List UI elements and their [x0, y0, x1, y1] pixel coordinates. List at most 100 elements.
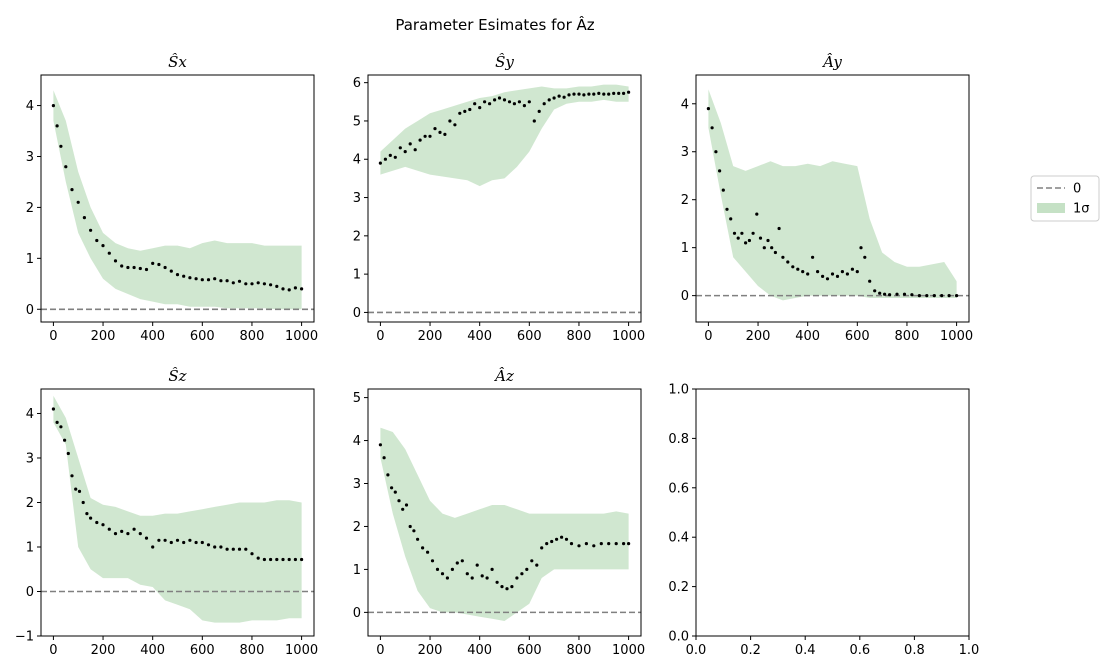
subplot-5: 0 200 400 600 800 1000 0 1 2 3 4 5 Âz	[353, 367, 645, 658]
estimate-point	[850, 267, 855, 271]
estimate-point	[401, 507, 405, 511]
estimate-point	[940, 294, 944, 298]
axes-frame	[695, 74, 970, 323]
estimate-point	[622, 91, 626, 95]
estimate-point	[562, 95, 566, 99]
estimate-point	[293, 286, 297, 290]
subplot-2: 0 200 400 600 800 1000 0 1 2 3 4 5 6 Ŝy	[353, 53, 645, 344]
y-tick-label: 2	[353, 229, 361, 244]
x-tick-label: 1000	[940, 329, 973, 344]
estimate-point	[564, 537, 569, 541]
subplot-title: Ây	[821, 53, 842, 71]
estimate-point	[63, 438, 67, 442]
estimate-point	[89, 516, 93, 520]
estimate-point	[269, 557, 273, 562]
estimate-point	[378, 161, 382, 165]
estimate-point	[947, 294, 951, 298]
estimate-point	[910, 293, 914, 297]
estimate-point	[751, 231, 755, 235]
estimate-point	[592, 92, 596, 96]
x-tick-label: 1000	[612, 643, 645, 658]
estimate-point	[806, 272, 810, 276]
estimate-point	[408, 142, 412, 146]
estimate-point	[393, 490, 397, 494]
estimate-point	[729, 217, 733, 221]
estimate-point	[758, 236, 763, 240]
x-tick-label: 0.0	[686, 643, 707, 658]
x-tick-label: 0	[49, 329, 57, 344]
figure-title: Parameter Esimates for Âz	[395, 15, 594, 34]
estimate-point	[262, 282, 266, 286]
estimate-point	[535, 563, 539, 567]
estimate-point	[762, 246, 766, 250]
x-tick-label: 600	[845, 329, 870, 344]
estimate-point	[244, 282, 248, 286]
estimate-point	[443, 132, 447, 136]
estimate-point	[612, 91, 616, 95]
estimate-point	[144, 267, 149, 272]
y-tick-label: 0	[353, 606, 361, 621]
estimate-point	[592, 544, 596, 548]
subplot-3: 0 200 400 600 800 1000 0 1 2 3 4 Ây	[681, 53, 973, 344]
estimate-point	[859, 246, 863, 250]
y-tick-label: 2	[353, 520, 361, 535]
estimate-point	[423, 134, 427, 138]
estimate-point	[113, 259, 118, 263]
estimate-point	[955, 294, 959, 298]
estimate-point	[473, 102, 477, 106]
x-tick-label: 200	[91, 329, 116, 344]
estimate-point	[300, 557, 304, 562]
estimate-point	[175, 273, 180, 277]
estimate-point	[587, 92, 591, 96]
x-tick-label: 0	[704, 329, 712, 344]
estimate-point	[582, 93, 586, 97]
y-tick-label: 0	[681, 289, 689, 304]
estimate-point	[107, 251, 111, 255]
estimate-point	[182, 540, 186, 545]
estimate-point	[550, 539, 554, 544]
estimate-point	[138, 266, 142, 271]
plot-area	[368, 84, 641, 314]
estimate-point	[194, 277, 198, 281]
estimate-point	[475, 563, 479, 567]
estimate-point	[101, 244, 105, 248]
estimate-point	[275, 557, 279, 562]
estimate-point	[70, 474, 74, 478]
x-tick-label: 800	[240, 643, 265, 658]
subplot-1: 0 200 400 600 800 1000 0 1 2 3 4 Ŝx	[26, 53, 318, 344]
estimate-point	[89, 228, 93, 232]
x-tick-label: 0	[49, 643, 57, 658]
estimate-point	[917, 294, 922, 298]
subplot-title: Ŝz	[168, 367, 186, 385]
estimate-point	[453, 123, 457, 127]
y-tick-label: 5	[353, 391, 361, 406]
plot-area	[696, 89, 969, 301]
estimate-point	[770, 246, 774, 250]
estimate-point	[855, 270, 859, 274]
estimate-point	[744, 241, 748, 245]
estimate-point	[281, 287, 285, 291]
estimate-point	[74, 487, 78, 491]
estimate-point	[287, 288, 291, 292]
estimate-point	[500, 585, 504, 589]
estimate-point	[194, 540, 198, 545]
x-tick-label: 0	[376, 643, 384, 658]
sigma-band	[708, 89, 957, 301]
x-tick-label: 1.0	[959, 643, 980, 658]
estimate-point	[231, 281, 235, 285]
estimate-point	[300, 287, 304, 291]
estimate-point	[418, 138, 422, 142]
estimate-point	[144, 536, 149, 540]
legend: 01σ	[1030, 175, 1100, 222]
estimate-point	[781, 255, 785, 259]
estimate-point	[627, 90, 631, 94]
estimate-point	[200, 540, 204, 545]
x-tick-label: 800	[567, 329, 592, 344]
plot-area	[41, 90, 314, 311]
x-tick-label: 0.4	[795, 643, 816, 658]
estimate-point	[495, 580, 499, 584]
estimate-point	[465, 572, 469, 576]
legend-label: 1σ	[1073, 202, 1090, 217]
estimate-point	[577, 92, 581, 96]
